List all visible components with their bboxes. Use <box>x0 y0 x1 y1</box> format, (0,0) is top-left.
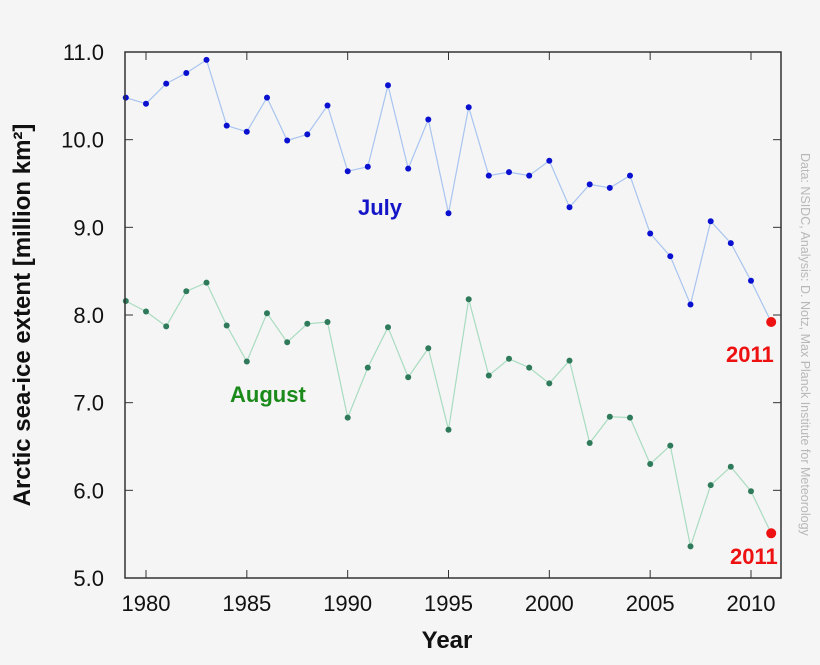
july-line <box>125 58 772 323</box>
x-tick-label: 1990 <box>323 591 372 616</box>
data-point-marker <box>304 320 311 327</box>
data-point-marker <box>647 461 654 467</box>
data-point-marker <box>203 56 210 63</box>
july-2011-label: 2011 <box>726 342 774 367</box>
y-axis-title: Arctic sea-ice extent [million km²] <box>9 124 36 507</box>
y-tick-label: 10.0 <box>61 128 104 153</box>
data-point-marker <box>183 288 190 295</box>
data-point-marker <box>465 296 472 303</box>
data-point-marker <box>526 364 533 371</box>
data-point-marker <box>344 168 351 175</box>
data-credit: Data: NSIDC, Analysis: D. Notz, Max Plan… <box>798 153 812 537</box>
data-point-marker <box>667 442 674 449</box>
data-point-marker <box>506 355 512 362</box>
data-point-marker <box>627 172 633 179</box>
data-point-marker <box>445 210 452 217</box>
data-point-marker <box>526 172 533 179</box>
x-axis-title: Year <box>422 627 473 654</box>
data-point-marker <box>667 253 674 260</box>
y-axis-tick-labels: 5.0 6.0 7.0 8.0 9.0 10.0 11.0 <box>61 40 104 591</box>
data-point-marker <box>546 380 553 387</box>
ticks-layer <box>125 51 781 579</box>
data-point-marker <box>687 301 694 308</box>
data-point-marker <box>748 488 754 495</box>
data-point-marker <box>405 165 412 172</box>
data-point-marker <box>627 414 633 421</box>
data-point-marker <box>748 277 754 284</box>
july-series <box>122 56 777 327</box>
data-point-marker <box>243 128 250 135</box>
data-point-marker <box>183 70 190 76</box>
y-tick-label: 6.0 <box>73 478 104 503</box>
y-tick-label: 5.0 <box>73 566 104 591</box>
data-point-marker <box>566 357 573 364</box>
x-tick-label: 2000 <box>525 591 574 616</box>
data-point-marker <box>647 230 654 237</box>
highlight-2011-marker <box>766 317 777 327</box>
data-point-marker <box>324 102 331 109</box>
x-tick-label: 1980 <box>122 591 171 616</box>
x-tick-label: 2005 <box>626 591 675 616</box>
data-point-marker <box>485 372 492 379</box>
x-tick-label: 2010 <box>727 591 776 616</box>
data-point-marker <box>465 104 472 111</box>
data-point-marker <box>284 137 291 144</box>
data-point-marker <box>425 116 432 123</box>
x-tick-label: 1985 <box>222 591 271 616</box>
data-point-marker <box>122 298 129 304</box>
data-point-marker <box>707 218 714 225</box>
data-point-marker <box>485 172 492 179</box>
data-point-marker <box>506 169 512 176</box>
data-point-marker <box>586 181 593 188</box>
data-point-marker <box>566 204 573 211</box>
data-point-marker <box>324 319 331 325</box>
data-point-marker <box>163 80 170 87</box>
data-point-marker <box>264 94 270 101</box>
highlight-2011-marker <box>766 528 777 539</box>
data-point-marker <box>163 323 170 330</box>
july-series-label: July <box>358 195 403 220</box>
august-series-label: August <box>230 382 306 407</box>
data-point-marker <box>364 364 371 371</box>
data-point-marker <box>223 322 230 329</box>
data-point-marker <box>707 482 714 489</box>
data-point-marker <box>364 163 371 170</box>
august-series <box>122 279 777 550</box>
data-point-marker <box>405 374 412 381</box>
data-point-marker <box>304 131 311 138</box>
data-point-marker <box>425 345 432 352</box>
y-tick-label: 8.0 <box>73 303 104 328</box>
series-layer <box>122 56 777 550</box>
data-point-marker <box>203 279 210 286</box>
x-tick-label: 1995 <box>424 591 473 616</box>
data-point-marker <box>445 426 452 433</box>
data-point-marker <box>606 184 613 191</box>
data-point-marker <box>546 157 553 164</box>
data-point-marker <box>606 413 613 420</box>
data-point-marker <box>284 339 291 346</box>
x-axis-tick-labels: 1980 1985 1990 1995 2000 2005 2010 <box>122 591 776 616</box>
data-point-marker <box>122 94 129 101</box>
y-tick-label: 11.0 <box>63 40 104 65</box>
data-point-marker <box>243 358 250 365</box>
data-point-marker <box>727 463 734 470</box>
august-2011-label: 2011 <box>730 544 778 569</box>
plot-area <box>122 51 782 579</box>
y-tick-label: 9.0 <box>73 215 104 240</box>
data-point-marker <box>385 324 391 331</box>
august-line <box>125 281 772 549</box>
plot-frame <box>124 51 782 579</box>
y-tick-label: 7.0 <box>73 391 104 416</box>
data-point-marker <box>143 100 149 107</box>
data-point-marker <box>223 122 230 129</box>
data-point-marker <box>586 440 593 446</box>
data-point-marker <box>344 414 351 421</box>
data-point-marker <box>143 308 149 315</box>
data-point-marker <box>687 543 694 550</box>
data-point-marker <box>385 82 391 89</box>
data-point-marker <box>264 310 270 317</box>
data-point-marker <box>727 240 734 247</box>
